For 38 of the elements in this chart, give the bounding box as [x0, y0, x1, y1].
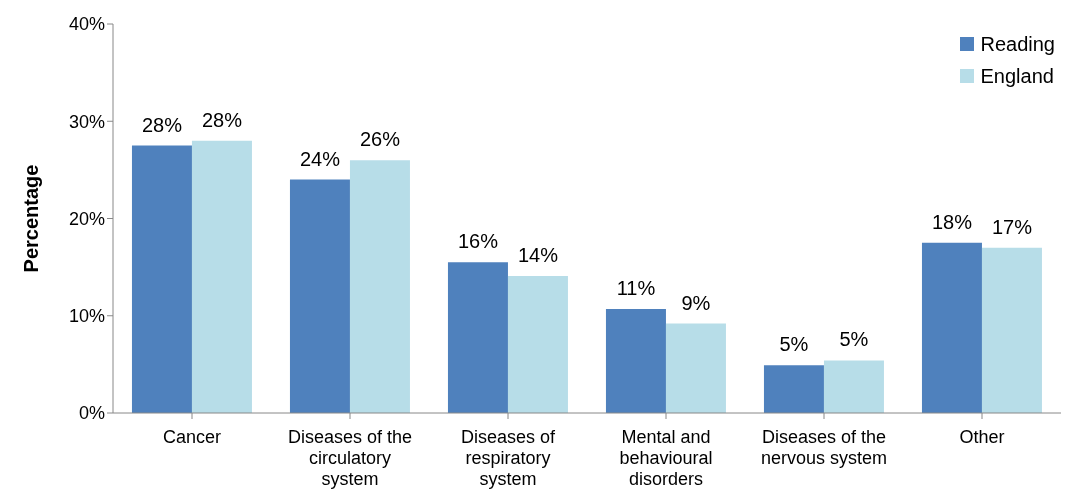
- data-label: 26%: [359, 128, 401, 151]
- y-tick-label: 10%: [68, 306, 105, 327]
- data-label: 11%: [616, 276, 656, 299]
- y-axis-title: Percentage: [20, 164, 43, 273]
- bar: [823, 360, 884, 413]
- y-tick-label: 20%: [68, 208, 105, 229]
- bar: [131, 145, 192, 413]
- bar: [665, 323, 726, 413]
- data-label: 28%: [201, 108, 243, 131]
- data-label: 5%: [839, 328, 869, 351]
- x-tick-label: Mental and behavioural disorders: [619, 427, 713, 489]
- y-tick-label: 0%: [78, 403, 105, 424]
- bar: [921, 242, 982, 413]
- legend-label: Reading: [980, 32, 1055, 57]
- data-label: 9%: [681, 291, 711, 314]
- x-tick-label: Diseases of the circulatory system: [287, 427, 413, 489]
- data-label: 24%: [299, 147, 341, 170]
- legend-label: England: [980, 64, 1054, 89]
- data-label: 14%: [517, 243, 559, 266]
- bar: [507, 275, 568, 413]
- bar: [763, 365, 824, 413]
- bar: [191, 140, 252, 413]
- data-label: 5%: [779, 333, 809, 356]
- bar: [447, 262, 508, 413]
- x-tick-label: Other: [959, 427, 1005, 447]
- bar: [605, 308, 666, 413]
- x-tick-label: Diseases of respiratory system: [460, 427, 557, 489]
- data-label: 28%: [141, 113, 183, 136]
- bar: [349, 160, 410, 413]
- x-tick-label: Diseases of the nervous system: [760, 427, 888, 468]
- y-tick-label: 40%: [68, 14, 105, 35]
- x-tick-label: Cancer: [162, 427, 222, 447]
- data-label: 17%: [991, 215, 1033, 238]
- bar: [981, 247, 1042, 413]
- data-label: 16%: [457, 230, 499, 253]
- data-label: 18%: [931, 210, 973, 233]
- bar: [289, 179, 350, 413]
- y-tick-label: 30%: [68, 111, 105, 132]
